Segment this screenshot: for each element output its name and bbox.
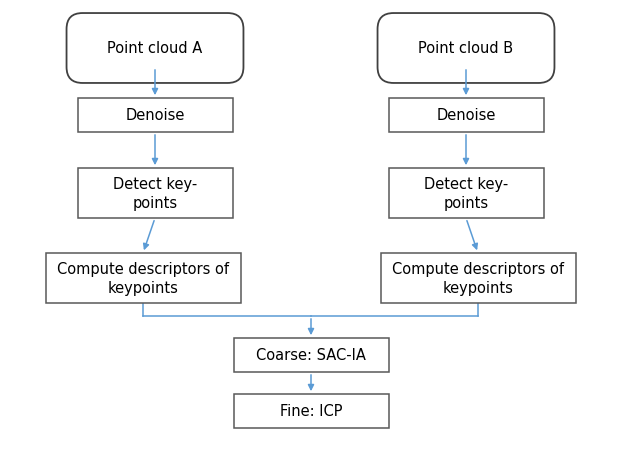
Text: Detect key-
points: Detect key- points: [113, 176, 197, 211]
Text: Detect key-
points: Detect key- points: [424, 176, 508, 211]
FancyBboxPatch shape: [45, 253, 240, 303]
FancyBboxPatch shape: [233, 338, 389, 372]
Text: Coarse: SAC-IA: Coarse: SAC-IA: [256, 348, 366, 363]
FancyBboxPatch shape: [378, 14, 555, 84]
FancyBboxPatch shape: [78, 99, 232, 133]
Text: Point cloud B: Point cloud B: [419, 41, 514, 56]
FancyBboxPatch shape: [381, 253, 576, 303]
Text: Denoise: Denoise: [125, 108, 184, 123]
FancyBboxPatch shape: [389, 169, 543, 219]
FancyBboxPatch shape: [389, 99, 543, 133]
Text: Compute descriptors of
keypoints: Compute descriptors of keypoints: [57, 261, 229, 296]
Text: Compute descriptors of
keypoints: Compute descriptors of keypoints: [392, 261, 564, 296]
FancyBboxPatch shape: [233, 394, 389, 428]
FancyBboxPatch shape: [66, 14, 243, 84]
Text: Denoise: Denoise: [437, 108, 496, 123]
Text: Point cloud A: Point cloud A: [107, 41, 202, 56]
Text: Fine: ICP: Fine: ICP: [279, 404, 342, 419]
FancyBboxPatch shape: [78, 169, 232, 219]
